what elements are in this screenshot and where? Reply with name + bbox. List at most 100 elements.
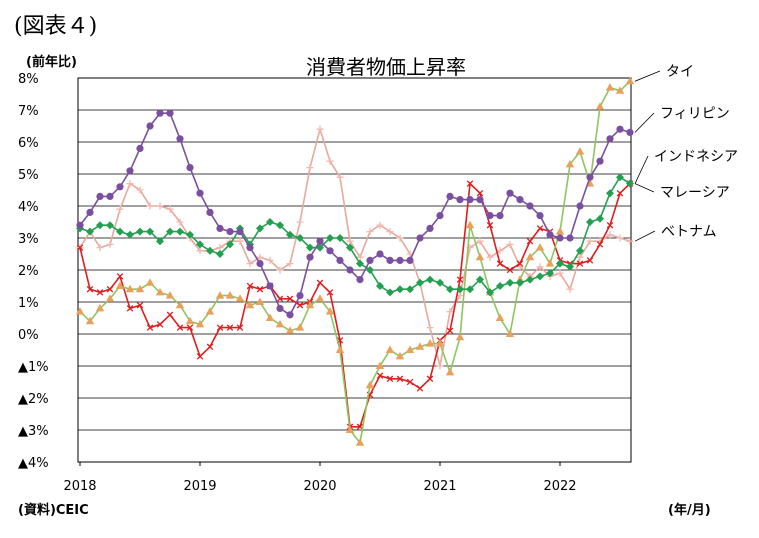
x-tick-label: 2020 <box>303 479 336 494</box>
data-point <box>516 196 524 204</box>
data-point <box>136 144 144 152</box>
data-point <box>446 327 454 335</box>
data-point <box>205 307 215 315</box>
data-point <box>86 285 94 293</box>
data-point <box>296 301 304 309</box>
series-0 <box>75 76 635 446</box>
y-tick-label: 0% <box>18 328 39 343</box>
data-point <box>356 259 364 268</box>
data-point <box>216 224 224 232</box>
data-point <box>256 285 264 293</box>
data-point <box>256 253 264 261</box>
data-point <box>446 192 454 200</box>
data-point <box>506 266 514 274</box>
series-layer <box>75 76 635 446</box>
grid-lines <box>78 77 631 463</box>
series-3 <box>76 180 634 431</box>
data-point <box>546 231 554 239</box>
data-point <box>276 221 284 230</box>
data-point <box>565 159 575 168</box>
y-tick-label: ▲4% <box>18 456 49 471</box>
data-point <box>196 353 204 360</box>
data-point <box>136 227 144 236</box>
data-point <box>366 228 374 236</box>
data-point <box>266 256 274 264</box>
data-point <box>586 257 594 264</box>
data-point <box>386 256 394 264</box>
data-point <box>146 227 154 236</box>
data-point <box>336 256 344 264</box>
data-point <box>506 278 514 287</box>
y-tick-label: 7% <box>18 104 39 119</box>
data-point <box>116 273 124 280</box>
data-point <box>306 164 314 172</box>
data-point <box>345 425 355 433</box>
data-point <box>296 218 304 226</box>
data-point <box>226 324 234 331</box>
data-point <box>576 253 584 261</box>
data-point <box>275 319 285 328</box>
data-point <box>496 247 504 255</box>
data-point <box>456 196 464 204</box>
data-point <box>336 173 344 181</box>
data-point <box>536 225 544 232</box>
data-point <box>486 212 494 220</box>
data-point <box>226 240 234 249</box>
data-point <box>106 221 114 230</box>
data-point <box>626 237 634 245</box>
label-leader-line <box>634 70 661 82</box>
series-2 <box>76 173 634 297</box>
data-point <box>226 228 234 236</box>
data-point <box>386 375 394 383</box>
data-point <box>276 295 284 303</box>
data-point <box>605 83 615 91</box>
chart-title: 消費者物価上昇率 <box>306 55 466 79</box>
data-point <box>246 244 254 252</box>
data-point <box>566 285 574 293</box>
data-point <box>166 109 174 117</box>
series-label: フィリピン <box>660 106 730 122</box>
data-point <box>386 288 394 297</box>
data-point <box>566 262 574 271</box>
data-point <box>436 278 444 287</box>
label-leader-line <box>634 112 655 133</box>
data-point <box>586 173 594 181</box>
data-point <box>596 241 604 248</box>
data-point <box>616 234 624 242</box>
data-point <box>616 189 624 197</box>
data-point <box>365 380 375 389</box>
data-point <box>405 345 415 353</box>
data-point <box>176 227 184 236</box>
data-point <box>496 282 504 290</box>
data-point <box>266 282 274 290</box>
data-point <box>346 237 354 245</box>
data-point <box>616 125 624 133</box>
data-point <box>466 196 474 204</box>
data-point <box>586 218 594 226</box>
data-point <box>276 266 284 274</box>
data-point <box>206 246 214 255</box>
data-point <box>576 260 584 267</box>
data-point <box>296 234 304 242</box>
data-point <box>545 259 555 267</box>
data-point <box>326 234 334 242</box>
data-point <box>286 311 294 319</box>
y-tick-label: 6% <box>18 136 39 151</box>
data-point <box>426 275 434 284</box>
x-tick-label: 2019 <box>183 479 216 494</box>
data-point <box>256 260 264 268</box>
data-point <box>476 275 484 284</box>
data-point <box>146 202 154 210</box>
data-point <box>615 86 625 94</box>
data-point <box>286 295 294 303</box>
data-point <box>96 192 104 200</box>
data-point <box>316 125 324 133</box>
plot-frame <box>77 77 632 463</box>
data-point <box>266 218 274 226</box>
data-point <box>366 266 374 274</box>
data-point <box>246 260 254 268</box>
figure-label: (図表４) <box>14 14 98 39</box>
data-point <box>596 157 604 165</box>
data-point <box>356 276 364 284</box>
